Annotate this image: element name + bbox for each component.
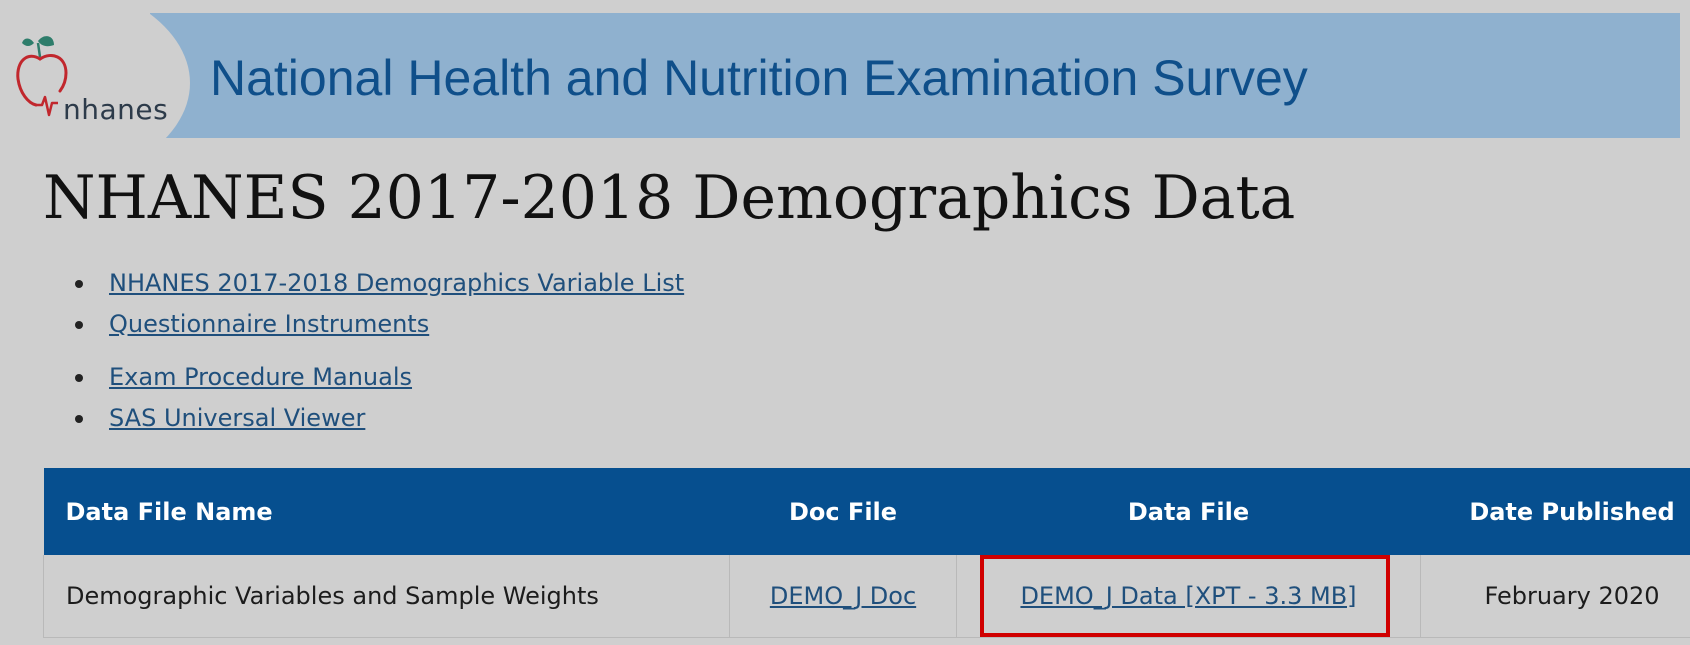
page-title: NHANES 2017-2018 Demographics Data [43, 163, 1296, 233]
bullet-icon [75, 374, 83, 382]
header-band [150, 13, 1680, 138]
demo-j-doc-link[interactable]: DEMO_J Doc [769, 582, 917, 610]
bullet-icon [75, 321, 83, 329]
logo-background [0, 13, 190, 138]
sas-universal-viewer-link[interactable]: SAS Universal Viewer [109, 404, 366, 432]
apple-heartbeat-icon [16, 36, 68, 117]
column-header-doc-file: Doc File [729, 468, 957, 555]
data-file-name-cell: Demographic Variables and Sample Weights [43, 555, 730, 638]
column-header-data-file: Data File [956, 468, 1421, 555]
data-files-table: Data File Name Doc File Data File Date P… [43, 468, 1690, 638]
column-header-data-file-name: Data File Name [43, 468, 730, 555]
table-header-row: Data File Name Doc File Data File Date P… [43, 468, 1690, 555]
nhanes-logo[interactable]: nhanes [14, 31, 184, 131]
data-file-cell: DEMO_J Data [XPT - 3.3 MB] [956, 555, 1421, 638]
questionnaire-instruments-link[interactable]: Questionnaire Instruments [109, 310, 430, 338]
bullet-icon [75, 415, 83, 423]
bullet-icon [75, 280, 83, 288]
site-header: nhanes National Health and Nutrition Exa… [0, 13, 1680, 138]
variable-list-link[interactable]: NHANES 2017-2018 Demographics Variable L… [109, 269, 685, 297]
column-header-date-published: Date Published [1420, 468, 1690, 555]
logo-zone [0, 13, 200, 138]
table-row: Demographic Variables and Sample Weights… [43, 555, 1690, 638]
doc-file-cell: DEMO_J Doc [729, 555, 957, 638]
demo-j-data-link[interactable]: DEMO_J Data [XPT - 3.3 MB] [1020, 582, 1357, 610]
site-title: National Health and Nutrition Examinatio… [210, 50, 1308, 106]
logo-wordmark: nhanes [63, 93, 169, 126]
date-published-cell: February 2020 [1420, 555, 1690, 638]
exam-procedure-manuals-link[interactable]: Exam Procedure Manuals [109, 363, 413, 391]
